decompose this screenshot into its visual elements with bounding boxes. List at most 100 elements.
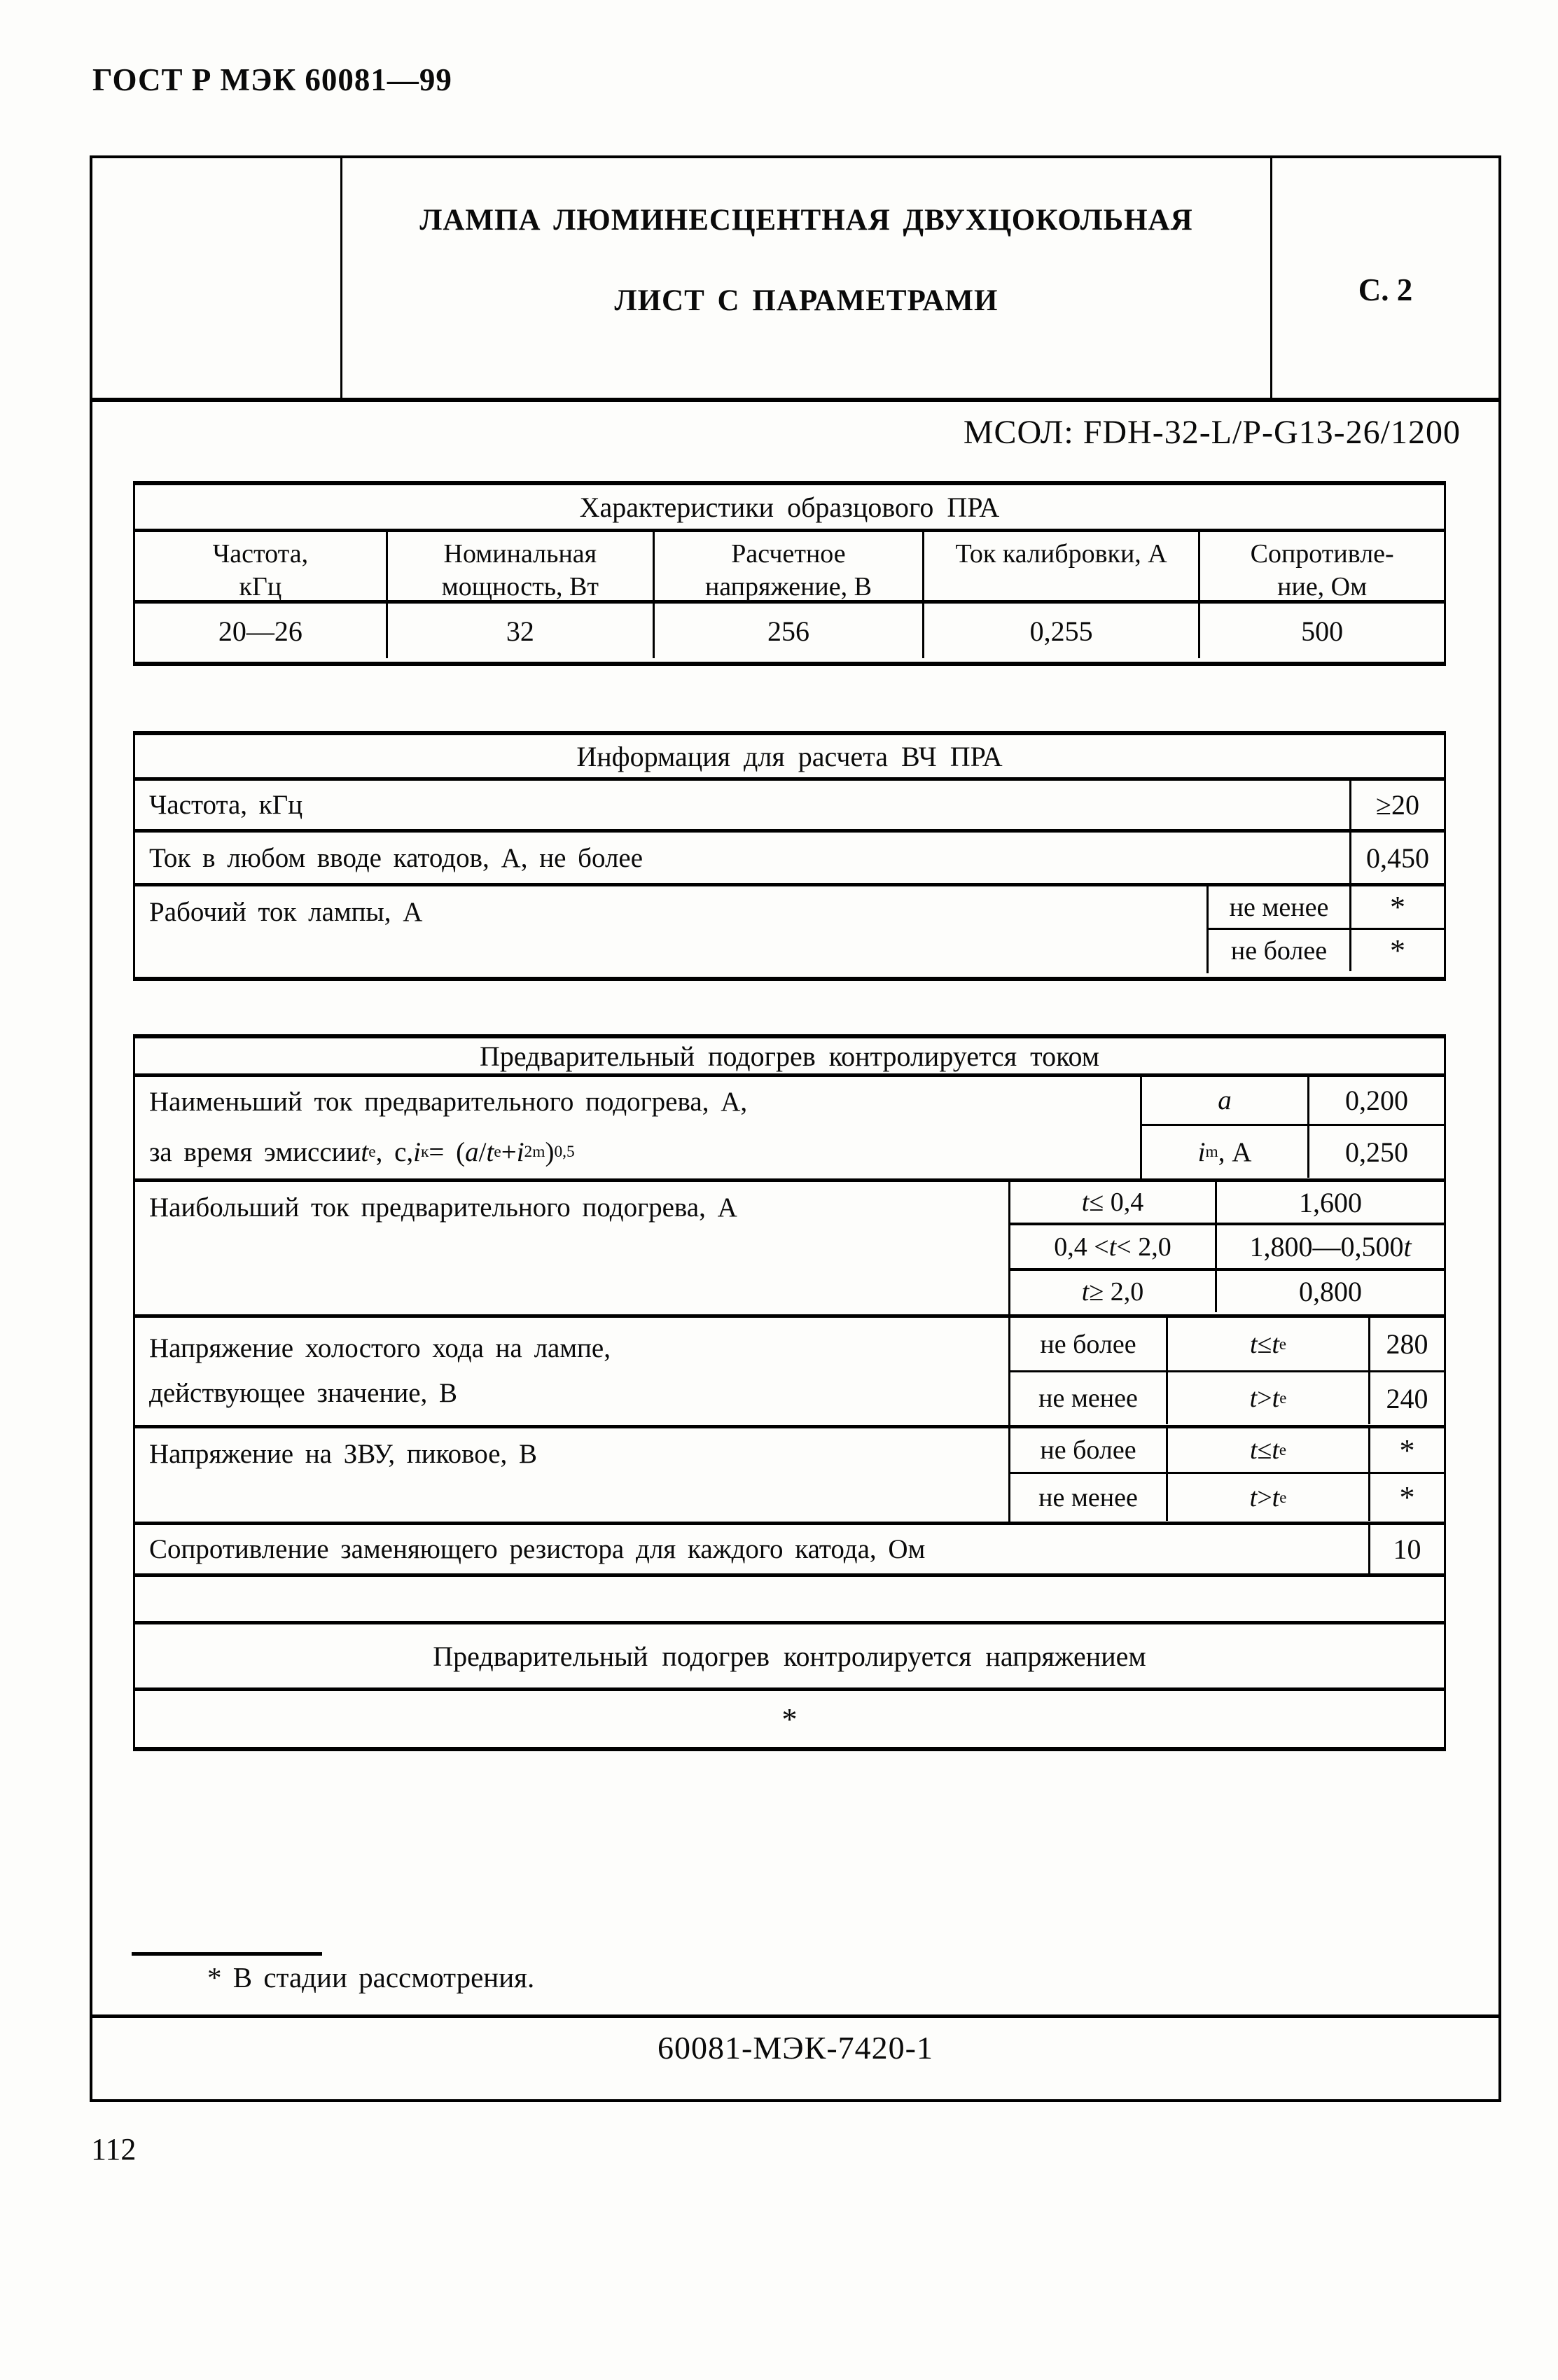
sheet-number: С. 2 — [1358, 272, 1413, 307]
open-circuit-voltage-row: Напряжение холостого хода на лампе, дейс… — [135, 1318, 1444, 1428]
substitute-resistor-value: 10 — [1393, 1533, 1421, 1565]
value-formula: 1,800—0,500 t — [1249, 1231, 1412, 1262]
substitute-resistor-row: Сопротивление заменяющего резистора для … — [135, 1525, 1444, 1577]
condition-t-ge-20: t ≥ 2,0 — [1010, 1271, 1217, 1312]
header-line: Номинальная — [443, 539, 597, 569]
open-circuit-max-value: 280 — [1386, 1328, 1428, 1360]
open-circuit-voltage-label: Напряжение холостого хода на лампе, дейс… — [135, 1318, 1010, 1425]
ballast-value-frequency: 20—26 — [135, 604, 388, 658]
open-circuit-voltage-label-line2: действующее значение, В — [149, 1378, 458, 1408]
open-circuit-min-condition: не менее — [1010, 1372, 1168, 1424]
hf-row-cathode-current: Ток в любом вводе катодов, А, не более 0… — [135, 833, 1444, 886]
hf-lamp-current-label: Рабочий ток лампы, А — [135, 886, 1209, 973]
condition-04-t-20: 0,4 < t < 2,0 — [1010, 1225, 1217, 1268]
footer-separator-line — [90, 2014, 1501, 2018]
lamp-code-line: МСОЛ: FDH-32-L/P-G13-26/1200 — [963, 414, 1461, 451]
value-0800: 0,800 — [1299, 1276, 1362, 1307]
preheat-max-current-label: Наибольший ток предварительного подогрев… — [135, 1182, 1010, 1314]
ballast-table: Характеристики образцового ПРА Частота, … — [133, 481, 1446, 666]
hf-frequency-value: ≥20 — [1376, 789, 1419, 821]
standard-number-header: ГОСТ Р МЭК 60081—99 — [92, 62, 452, 97]
preheat-table: Предварительный подогрев контролируется … — [133, 1034, 1446, 1751]
title-block-center-cell: ЛАМПА ЛЮМИНЕСЦЕНТНАЯ ДВУХЦОКОЛЬНАЯ ЛИСТ … — [342, 158, 1270, 398]
footnote-text: * В стадии рассмотрения. — [207, 1961, 535, 1993]
param-a-row: a 0,200 — [1142, 1077, 1444, 1126]
ballast-table-title: Характеристики образцового ПРА — [135, 485, 1444, 532]
sheet-number-cell: С. 2 — [1270, 158, 1498, 398]
ballast-header-calibration-current: Ток калибровки, А — [924, 532, 1201, 600]
ballast-value-power: 32 — [388, 604, 655, 658]
ballast-value-calibration-current: 0,255 — [924, 604, 1201, 658]
lamp-title-line: ЛАМПА ЛЮМИНЕСЦЕНТНАЯ ДВУХЦОКОЛЬНАЯ — [419, 204, 1193, 237]
zvu-min-value: * — [1399, 1480, 1415, 1515]
sheet-outer-frame — [90, 155, 1501, 2102]
hf-max-value: * — [1390, 933, 1405, 968]
preheat-min-current-row: Наименьший ток предварительного подогрев… — [135, 1077, 1444, 1182]
max-current-condition-row-1: t ≤ 0,4 1,600 — [1010, 1182, 1444, 1225]
zvu-max-value: * — [1399, 1433, 1415, 1468]
zvu-voltage-label: Напряжение на ЗВУ, пиковое, В — [135, 1428, 1010, 1522]
header-line: Частота, — [212, 539, 309, 569]
preheat-min-current-label: Наименьший ток предварительного подогрев… — [135, 1077, 1142, 1178]
empty-spacer-row — [135, 1577, 1444, 1624]
hf-row-frequency: Частота, кГц ≥20 — [135, 781, 1444, 833]
hf-min-condition: не менее — [1209, 886, 1351, 928]
max-current-condition-row-3: t ≥ 2,0 0,800 — [1010, 1271, 1444, 1312]
hf-lamp-current-max-row: не более * — [1209, 930, 1444, 971]
condition-t-le-04: t ≤ 0,4 — [1010, 1182, 1217, 1223]
preheat-voltage-value-row: * — [135, 1691, 1444, 1747]
preheat-max-current-subrows: t ≤ 0,4 1,600 0,4 < t < 2,0 1,800—0,500 t… — [1010, 1182, 1444, 1314]
header-line: кГц — [239, 572, 282, 601]
open-circuit-voltage-label-line1: Напряжение холостого хода на лампе, — [149, 1333, 611, 1363]
header-line: напряжение, В — [704, 572, 872, 601]
title-block: ЛАМПА ЛЮМИНЕСЦЕНТНАЯ ДВУХЦОКОЛЬНАЯ ЛИСТ … — [92, 158, 1498, 402]
header-line: ние, Ом — [1277, 572, 1368, 601]
value-1600: 1,600 — [1299, 1186, 1362, 1218]
zvu-max-condition: не более — [1010, 1428, 1168, 1472]
footer-sheet-code: 60081-МЭК-7420-1 — [658, 2030, 933, 2066]
preheat-voltage-value: * — [781, 1702, 798, 1737]
ballast-value-voltage: 256 — [655, 604, 924, 658]
preheat-max-current-row: Наибольший ток предварительного подогрев… — [135, 1182, 1444, 1318]
sheet-title-line: ЛИСТ С ПАРАМЕТРАМИ — [614, 284, 999, 317]
open-circuit-max-condition: не более — [1010, 1318, 1168, 1370]
header-line: Сопротивле- — [1250, 539, 1394, 569]
substitute-resistor-label: Сопротивление заменяющего резистора для … — [135, 1525, 1370, 1573]
header-line: мощность, Вт — [441, 572, 599, 601]
ballast-header-frequency: Частота, кГц — [135, 532, 388, 601]
title-block-empty-cell — [92, 158, 342, 398]
hf-min-value: * — [1390, 890, 1405, 924]
ballast-table-value-row: 20—26 32 256 0,255 500 — [135, 604, 1444, 658]
page-number: 112 — [91, 2132, 137, 2166]
header-line: Расчетное — [731, 539, 846, 569]
footnote-rule — [132, 1952, 322, 1956]
preheat-voltage-title: Предварительный подогрев контролируется … — [135, 1624, 1444, 1691]
param-a-value: 0,200 — [1345, 1085, 1408, 1116]
hf-lamp-current-min-row: не менее * — [1209, 886, 1444, 930]
hf-ballast-table: Информация для расчета ВЧ ПРА Частота, к… — [133, 731, 1446, 981]
hf-cathode-current-label: Ток в любом вводе катодов, А, не более — [135, 833, 1351, 883]
hf-table-title: Информация для расчета ВЧ ПРА — [135, 735, 1444, 781]
param-im-value: 0,250 — [1345, 1136, 1408, 1168]
preheat-current-title: Предварительный подогрев контролируется … — [135, 1038, 1444, 1077]
ballast-header-voltage: Расчетное напряжение, В — [655, 532, 924, 601]
max-current-condition-row-2: 0,4 < t < 2,0 1,800—0,500 t — [1010, 1225, 1444, 1271]
ballast-value-resistance: 500 — [1301, 615, 1344, 647]
zvu-voltage-row: Напряжение на ЗВУ, пиковое, В не более t… — [135, 1428, 1444, 1525]
ballast-header-resistance: Сопротивле- ние, Ом — [1200, 532, 1444, 601]
ballast-header-power: Номинальная мощность, Вт — [388, 532, 655, 601]
